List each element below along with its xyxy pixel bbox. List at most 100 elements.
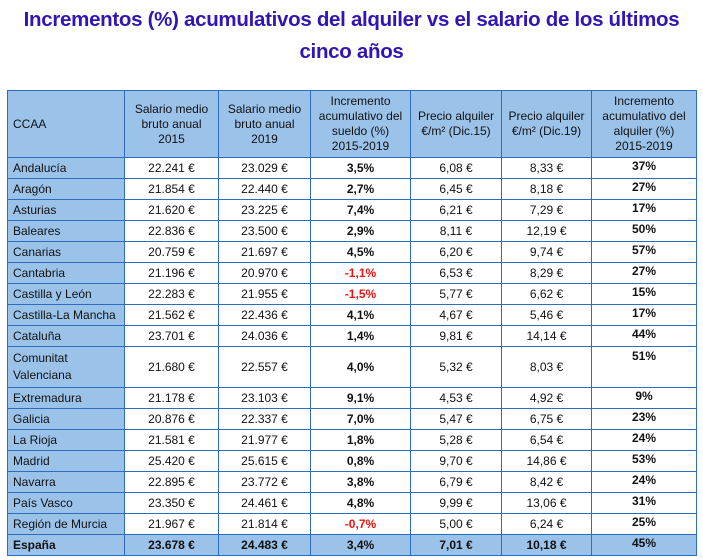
region-cell: País Vasco [7,492,125,514]
rent-dic15-cell: 7,01 € [410,534,502,556]
rent-dic19-cell: 8,29 € [501,262,592,284]
rent-dic15-cell: 6,53 € [410,262,502,284]
rent-dic19-cell: 8,03 € [501,346,592,388]
header-rent-dic15: Precio alquiler €/m² (Dic.15) [410,90,502,158]
rent-dic19-cell: 4,92 € [501,387,592,409]
table-header-row: CCAA Salario medio bruto anual 2015 Sala… [7,90,697,158]
region-cell: Andalucía [7,157,125,179]
page-title: Incrementos (%) acumulativos del alquile… [0,4,703,68]
rent-dic19-cell: 14,14 € [501,325,592,347]
salary-2015-cell: 21.854 € [124,178,219,200]
salary-2015-cell: 21.581 € [124,429,219,451]
salary-increase-cell: 9,1% [310,387,411,409]
rent-increase-cell: 17% [591,199,697,221]
salary-2015-cell: 21.967 € [124,513,219,535]
rent-dic15-cell: 5,77 € [410,283,502,305]
rent-dic15-cell: 9,81 € [410,325,502,347]
region-cell: Castilla-La Mancha [7,304,125,326]
region-cell: Asturias [7,199,125,221]
rent-vs-salary-table: CCAA Salario medio bruto anual 2015 Sala… [7,90,697,556]
salary-increase-cell: 3,8% [310,471,411,493]
salary-2015-cell: 22.283 € [124,283,219,305]
table-row: Navarra 22.895 €23.772 €3,8% 6,79 €8,42 €2… [7,471,697,493]
rent-dic19-cell: 10,18 € [501,534,592,556]
rent-increase-cell: 31% [591,492,697,514]
table-row: Cantabria 21.196 €20.970 € -1,1% 6,53 €8,29… [7,262,697,284]
salary-2019-cell: 20.970 € [218,262,311,284]
rent-dic19-cell: 5,46 € [501,304,592,326]
rent-increase-cell: 50% [591,220,697,242]
rent-increase-cell: 17% [591,304,697,326]
header-rent-increase: Incremento acumulativo del alquiler (%) … [591,90,697,158]
salary-2015-cell: 22.241 € [124,157,219,179]
rent-increase-cell: 45% [591,534,697,556]
rent-increase-cell: 53% [591,450,697,472]
salary-2019-cell: 24.483 € [218,534,311,556]
table-row: Castilla-La Mancha 21.562 €22.436 €4,1% 4,… [7,304,697,326]
rent-dic15-cell: 5,00 € [410,513,502,535]
salary-increase-cell: -1,5% [310,283,411,305]
rent-dic15-cell: 4,67 € [410,304,502,326]
salary-2015-cell: 21.620 € [124,199,219,221]
region-cell: Extremadura [7,387,125,409]
salary-2015-cell: 23.350 € [124,492,219,514]
region-cell: Cataluña [7,325,125,347]
region-cell: Aragón [7,178,125,200]
salary-2019-cell: 23.029 € [218,157,311,179]
rent-dic19-cell: 9,74 € [501,241,592,263]
salary-2019-cell: 23.500 € [218,220,311,242]
salary-2019-cell: 22.436 € [218,304,311,326]
rent-dic19-cell: 6,24 € [501,513,592,535]
region-cell: La Rioja [7,429,125,451]
title-line-1: Incrementos (%) acumulativos del alquile… [23,8,680,31]
table-row: Andalucía 22.241 €23.029 €3,5% 6,08 €8,33 … [7,157,697,179]
rent-dic15-cell: 9,99 € [410,492,502,514]
rent-increase-cell: 57% [591,241,697,263]
table-row: Baleares 22.836 €23.500 €2,9% 8,11 €12,19 … [7,220,697,242]
region-cell: Navarra [7,471,125,493]
salary-2019-cell: 22.557 € [218,346,311,388]
rent-dic15-cell: 5,47 € [410,408,502,430]
salary-2019-cell: 21.697 € [218,241,311,263]
region-cell: Baleares [7,220,125,242]
rent-dic15-cell: 9,70 € [410,450,502,472]
rent-increase-cell: 24% [591,471,697,493]
salary-increase-cell: 0,8% [310,450,411,472]
rent-dic19-cell: 14,86 € [501,450,592,472]
salary-2015-cell: 22.895 € [124,471,219,493]
table-row: Aragón 21.854 €22.440 €2,7% 6,45 €8,18 €27… [7,178,697,200]
rent-increase-cell: 27% [591,178,697,200]
region-cell: Cantabria [7,262,125,284]
region-cell: Región de Murcia [7,513,125,535]
rent-dic15-cell: 5,32 € [410,346,502,388]
rent-dic15-cell: 6,79 € [410,471,502,493]
table-row: La Rioja 21.581 €21.977 €1,8% 5,28 €6,54 €… [7,429,697,451]
rent-dic15-cell: 4,53 € [410,387,502,409]
salary-increase-cell: 4,5% [310,241,411,263]
salary-increase-cell: 4,1% [310,304,411,326]
rent-dic19-cell: 8,42 € [501,471,592,493]
region-cell: Canarias [7,241,125,263]
salary-2015-cell: 21.562 € [124,304,219,326]
salary-2015-cell: 21.178 € [124,387,219,409]
salary-increase-cell: -1,1% [310,262,411,284]
table-row: Galicia 20.876 €22.337 €7,0% 5,47 €6,75 €2… [7,408,697,430]
rent-increase-cell: 15% [591,283,697,305]
salary-increase-cell: 1,8% [310,429,411,451]
salary-2019-cell: 21.955 € [218,283,311,305]
header-ccaa: CCAA [7,90,125,158]
salary-2015-cell: 21.196 € [124,262,219,284]
table-row: Comunitat Valenciana 21.680 €22.557 €4,0%… [7,346,697,388]
rent-dic15-cell: 6,21 € [410,199,502,221]
salary-2019-cell: 21.977 € [218,429,311,451]
rent-increase-cell: 51% [591,346,697,388]
salary-2019-cell: 23.772 € [218,471,311,493]
salary-2019-cell: 23.103 € [218,387,311,409]
rent-increase-cell: 23% [591,408,697,430]
rent-dic19-cell: 8,33 € [501,157,592,179]
header-salary-2019: Salario medio bruto anual 2019 [218,90,311,158]
region-cell: Comunitat Valenciana [7,346,125,388]
rent-increase-cell: 9% [591,387,697,409]
header-rent-dic19: Precio alquiler €/m² (Dic.19) [501,90,592,158]
salary-2015-cell: 20.759 € [124,241,219,263]
